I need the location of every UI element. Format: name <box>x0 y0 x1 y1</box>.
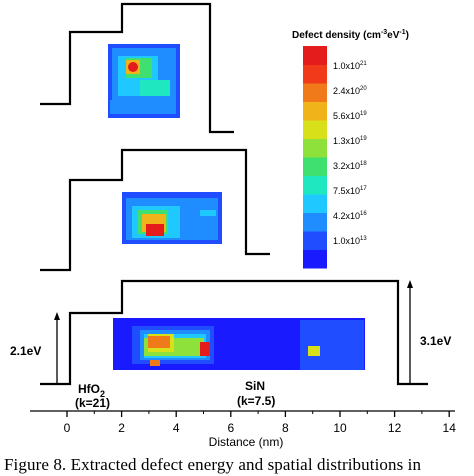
legend-color-segment <box>303 120 327 139</box>
axis-tick-label: 4 <box>173 421 180 435</box>
axis-tick-label: 2 <box>118 421 125 435</box>
defect-hotspot-bottom-right <box>308 346 320 356</box>
defect-hotspot-top <box>128 62 138 72</box>
axis-ticks: 0 2 4 6 8 10 12 14 <box>64 411 457 435</box>
defect-map-top-layer <box>110 100 128 114</box>
legend-color-segment <box>303 175 327 195</box>
defect-hotspot-bottom <box>200 342 210 356</box>
band-diagram-bottom <box>40 279 428 386</box>
axis-tick-label: 10 <box>333 421 347 435</box>
defect-hotspot-bottom <box>148 336 170 348</box>
legend-title: Defect density (cm-3eV-1) <box>292 29 409 41</box>
defect-map-top-layer <box>140 80 170 96</box>
legend-color-segment <box>303 83 327 102</box>
defect-map-middle-layer <box>200 210 216 216</box>
sin-label: SiN <box>245 379 265 393</box>
legend-color-segment <box>303 194 327 213</box>
legend-tick-labels: 1.0x1013 4.2x1016 7.5x1017 3.2x1018 1.3x1019… <box>333 61 367 246</box>
legend-tick-label: 1.3x1019 <box>333 136 367 146</box>
legend-color-segment <box>303 64 327 84</box>
legend-tick-label: 5.6x1019 <box>333 111 367 121</box>
axis-title: Distance (nm) <box>209 435 284 449</box>
legend-tick-label: 2.4x1020 <box>333 86 367 96</box>
axis-tick-label: 0 <box>64 421 71 435</box>
legend-colorbar <box>303 46 327 269</box>
legend-tick-label: 3.2x1018 <box>333 161 367 171</box>
legend-color-segment <box>303 231 327 250</box>
legend-color-segment <box>303 212 327 232</box>
hfo2-k-label: (k=21) <box>75 396 110 410</box>
distance-axis: 0 2 4 6 8 10 12 14 Distance (nm) <box>30 410 457 449</box>
band-diagram-top <box>40 2 234 134</box>
defect-hotspot-middle <box>146 224 164 236</box>
hfo2-label: HfO2 <box>78 382 105 399</box>
defect-map-bottom-layer <box>300 320 364 370</box>
right-barrier-arrowhead <box>407 280 413 288</box>
legend-color-segment <box>303 101 327 121</box>
band-diagram-middle <box>40 148 270 272</box>
left-barrier-label: 2.1eV <box>10 344 41 358</box>
sin-k-label: (k=7.5) <box>237 394 275 408</box>
legend-tick-label: 4.2x1016 <box>333 211 367 221</box>
panel-bottom: 2.1eV 3.1eV HfO2 (k=21) SiN (k=7.5) <box>10 279 451 410</box>
legend-tick-label: 1.0x1021 <box>333 61 367 71</box>
axis-tick-label: 14 <box>443 421 457 435</box>
figure-caption: Figure 8. Extracted defect energy and sp… <box>4 455 422 474</box>
legend-tick-label: 7.5x1017 <box>333 186 367 196</box>
axis-tick-label: 6 <box>227 421 234 435</box>
panel-top <box>40 2 234 134</box>
axis-tick-label: 8 <box>282 421 289 435</box>
color-legend: Defect density (cm-3eV-1) 1.0x1013 4.2x10… <box>292 29 409 269</box>
axis-tick-label: 12 <box>388 421 402 435</box>
legend-color-segment <box>303 157 327 176</box>
defect-hotspot-bottom <box>150 360 160 366</box>
legend-tick-label: 1.0x1013 <box>333 236 367 246</box>
left-barrier-arrowhead <box>54 312 60 320</box>
panel-middle <box>40 148 270 272</box>
right-barrier-label: 3.1eV <box>420 334 451 348</box>
legend-color-segment <box>303 249 327 269</box>
legend-color-segment <box>303 138 327 158</box>
legend-color-segment <box>303 46 327 65</box>
